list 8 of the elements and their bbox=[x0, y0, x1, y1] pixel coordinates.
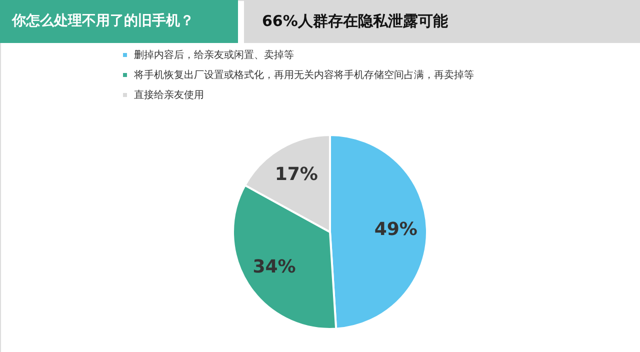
chart-title: 你怎么处理不用了的旧手机？ bbox=[11, 12, 194, 29]
data-label: 17% bbox=[274, 164, 318, 186]
chart-subtitle: 66%人群存在隐私泄露可能 bbox=[262, 12, 449, 30]
data-label: 34% bbox=[252, 256, 296, 278]
data-label: 49% bbox=[374, 218, 418, 240]
legend-label: 直接给亲友使用 bbox=[134, 89, 204, 101]
legend-label: 删掉内容后，给亲友或闲置、卖掉等 bbox=[134, 49, 294, 61]
legend-label: 将手机恢复出厂设置或格式化，再用无关内容将手机存储空间占满，再卖掉等 bbox=[133, 69, 474, 81]
